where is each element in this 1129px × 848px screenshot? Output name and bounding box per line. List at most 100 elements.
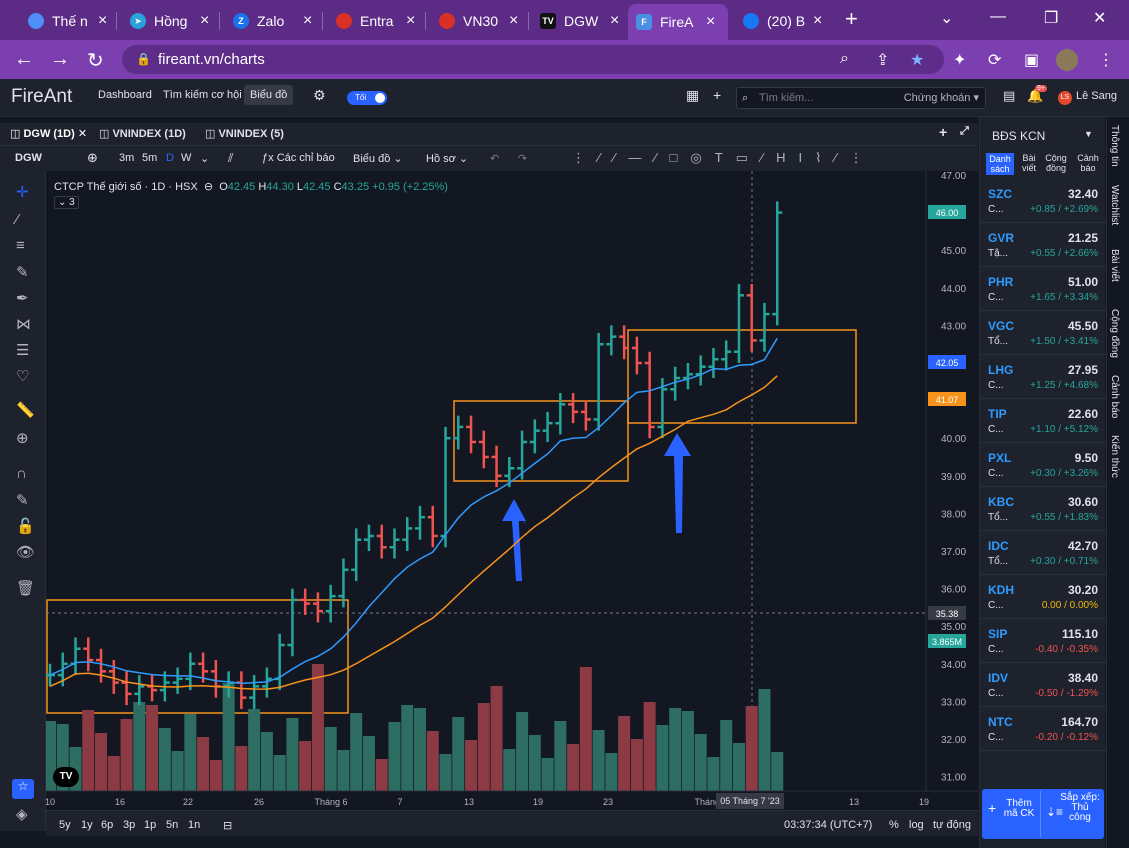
- range-6p[interactable]: 6p: [101, 819, 114, 831]
- watchlist-select[interactable]: BĐS KCN ▼: [992, 129, 1093, 143]
- tab-dgw[interactable]: ◫ DGW (1D) ✕: [10, 128, 88, 140]
- favorite-star-icon[interactable]: ☆: [12, 779, 34, 799]
- chart-canvas[interactable]: 47.0046.0045.0044.0043.0042.0041.0040.00…: [46, 171, 978, 811]
- watchlist-row[interactable]: NTC C... 164.70 -0.20 / -0.12%: [980, 707, 1106, 751]
- gear-icon[interactable]: ⚙: [313, 87, 326, 103]
- sort-icon[interactable]: ⇣≡: [1046, 805, 1064, 819]
- browser-tab[interactable]: (20) B ×: [735, 6, 830, 36]
- watchlist-row[interactable]: IDC Tổ... 42.70 +0.30 / +0.71%: [980, 531, 1106, 575]
- close-icon[interactable]: ×: [610, 12, 620, 29]
- chat-icon[interactable]: ▤: [1003, 88, 1016, 103]
- extensions-icon[interactable]: ✦: [953, 52, 967, 69]
- ruler-icon[interactable]: 📏: [16, 402, 35, 419]
- crosshair-icon[interactable]: ✛: [16, 184, 29, 201]
- interval-w[interactable]: W: [181, 152, 192, 164]
- add-icon[interactable]: +: [713, 87, 722, 103]
- user-menu[interactable]: LS Lê Sang: [1058, 90, 1117, 105]
- close-icon[interactable]: ×: [813, 12, 823, 29]
- lock-drawing-icon[interactable]: ✎: [16, 492, 29, 509]
- sidebar-alerts[interactable]: Cảnh báo: [1109, 375, 1120, 419]
- compare-add-icon[interactable]: ⊕: [87, 150, 98, 165]
- range-1y[interactable]: 1y: [81, 819, 93, 831]
- close-icon[interactable]: ✕: [77, 128, 88, 140]
- url-field[interactable]: 🔒 fireant.vn/charts: [122, 45, 944, 74]
- sidebar-community[interactable]: Cộng đồng: [1109, 309, 1120, 358]
- close-icon[interactable]: ×: [509, 12, 519, 29]
- search-input[interactable]: ⌕ Tìm kiếm... Chứng khoán ▾: [736, 87, 986, 109]
- range-5n[interactable]: 5n: [166, 819, 179, 831]
- browser-tab[interactable]: Entra ×: [328, 6, 423, 36]
- plus-icon[interactable]: +: [988, 800, 997, 816]
- undo-icon[interactable]: ↶: [490, 153, 500, 165]
- sidebar-articles[interactable]: Bài viết: [1109, 249, 1120, 282]
- menu-opportunity-search[interactable]: Tìm kiếm cơ hội: [163, 89, 242, 101]
- sidebar-knowledge[interactable]: Kiến thức: [1109, 435, 1120, 478]
- tab-vnindex-5[interactable]: ◫ VNINDEX (5): [205, 128, 284, 140]
- zoom-icon[interactable]: ⌕: [840, 50, 849, 67]
- dark-mode-toggle[interactable]: Tối: [347, 91, 387, 105]
- bookmark-star-icon[interactable]: ★: [910, 52, 925, 69]
- zoom-in-icon[interactable]: ⊕: [16, 430, 29, 447]
- pattern-icon[interactable]: ⋈: [16, 316, 31, 333]
- forecast-icon[interactable]: ☰: [16, 342, 30, 359]
- sidebar-info[interactable]: Thông tin: [1109, 125, 1120, 167]
- tradingview-logo[interactable]: TV: [53, 767, 79, 787]
- browser-tab[interactable]: VN30 ×: [431, 6, 526, 36]
- drawing-tools-icon[interactable]: ⋮⁄⁄—⁄□◎T▭⁄HI⌇⁄⋮: [572, 150, 876, 165]
- extension-icon[interactable]: ⟳: [988, 52, 1002, 69]
- indicators-collapse-button[interactable]: ⌄ 3: [54, 196, 79, 209]
- percent-toggle[interactable]: %: [889, 819, 899, 831]
- watchlist-row[interactable]: KBC Tổ... 30.60 +0.55 / +1.83%: [980, 487, 1106, 531]
- profile-button[interactable]: Hồ sơ ⌄: [426, 153, 469, 165]
- profile-avatar[interactable]: [1056, 49, 1078, 71]
- interval-3m[interactable]: 3m: [119, 152, 135, 164]
- browser-tab[interactable]: ➤ Hồng ×: [122, 6, 217, 36]
- chevron-down-icon[interactable]: ⌄: [200, 153, 210, 165]
- heart-icon[interactable]: ♡: [16, 368, 30, 385]
- watchlist-row[interactable]: GVR Tậ... 21.25 +0.55 / +2.66%: [980, 223, 1106, 267]
- brush-icon[interactable]: ✎: [16, 264, 29, 281]
- interval-d[interactable]: D: [166, 152, 174, 164]
- browser-tab-active[interactable]: F FireA ×: [628, 4, 728, 40]
- close-icon[interactable]: ×: [706, 13, 716, 30]
- watchlist-row[interactable]: KDH C... 30.20 0.00 / 0.00%: [980, 575, 1106, 619]
- restore-button[interactable]: ❐: [1044, 10, 1059, 27]
- range-5y[interactable]: 5y: [59, 819, 71, 831]
- minus-icon[interactable]: ⊖: [203, 181, 214, 193]
- range-3p[interactable]: 3p: [123, 819, 136, 831]
- browser-tab[interactable]: Z Zalo ×: [225, 6, 320, 36]
- tab-canh-bao[interactable]: Cảnh báo: [1077, 153, 1099, 173]
- sidepanel-icon[interactable]: ▣: [1024, 52, 1040, 69]
- eye-icon[interactable]: 👁: [16, 544, 36, 561]
- search-scope-select[interactable]: Chứng khoán ▾: [903, 92, 979, 104]
- tab-cong-dong[interactable]: Cộng đồng: [1045, 153, 1067, 173]
- reload-icon[interactable]: ↻: [87, 50, 104, 72]
- new-tab-button[interactable]: +: [845, 6, 858, 31]
- sort-button[interactable]: Sắp xếp: Thủ công: [1060, 792, 1100, 823]
- chart-type-button[interactable]: Biểu đồ ⌄: [353, 153, 403, 165]
- close-window-button[interactable]: ✕: [1093, 10, 1107, 27]
- expand-icon[interactable]: ⤢: [960, 125, 969, 137]
- layers-icon[interactable]: ◈: [16, 806, 28, 823]
- minimize-button[interactable]: —: [990, 8, 1006, 25]
- log-toggle[interactable]: log: [909, 819, 924, 831]
- trendline-icon[interactable]: ⁄: [16, 211, 19, 228]
- watchlist-row[interactable]: SIP C... 115.10 -0.40 / -0.35%: [980, 619, 1106, 663]
- watchlist-row[interactable]: VGC Tổ... 45.50 +1.50 / +3.41%: [980, 311, 1106, 355]
- watchlist-row[interactable]: IDV C... 38.40 -0.50 / -1.29%: [980, 663, 1106, 707]
- browser-tab[interactable]: TV DGW ×: [532, 6, 627, 36]
- lock-icon[interactable]: 🔓: [16, 518, 35, 535]
- range-1p[interactable]: 1p: [144, 819, 157, 831]
- forward-arrow-icon[interactable]: →: [50, 48, 70, 70]
- watchlist-row[interactable]: TIP C... 22.60 +1.10 / +5.12%: [980, 399, 1106, 443]
- price-chart[interactable]: 47.0046.0045.0044.0043.0042.0041.0040.00…: [46, 171, 978, 809]
- close-icon[interactable]: ×: [200, 12, 210, 29]
- menu-charts[interactable]: Biểu đồ: [244, 85, 294, 105]
- symbol-input[interactable]: DGW: [15, 152, 42, 164]
- magnet-icon[interactable]: ∩: [16, 465, 27, 482]
- add-symbol-button[interactable]: Thêm mã CK: [1003, 798, 1035, 819]
- redo-icon[interactable]: ↷: [518, 153, 528, 165]
- watchlist-row[interactable]: PHR C... 51.00 +1.65 / +3.34%: [980, 267, 1106, 311]
- menu-dashboard[interactable]: Dashboard: [98, 89, 152, 101]
- watchlist-row[interactable]: PXL C... 9.50 +0.30 / +3.26%: [980, 443, 1106, 487]
